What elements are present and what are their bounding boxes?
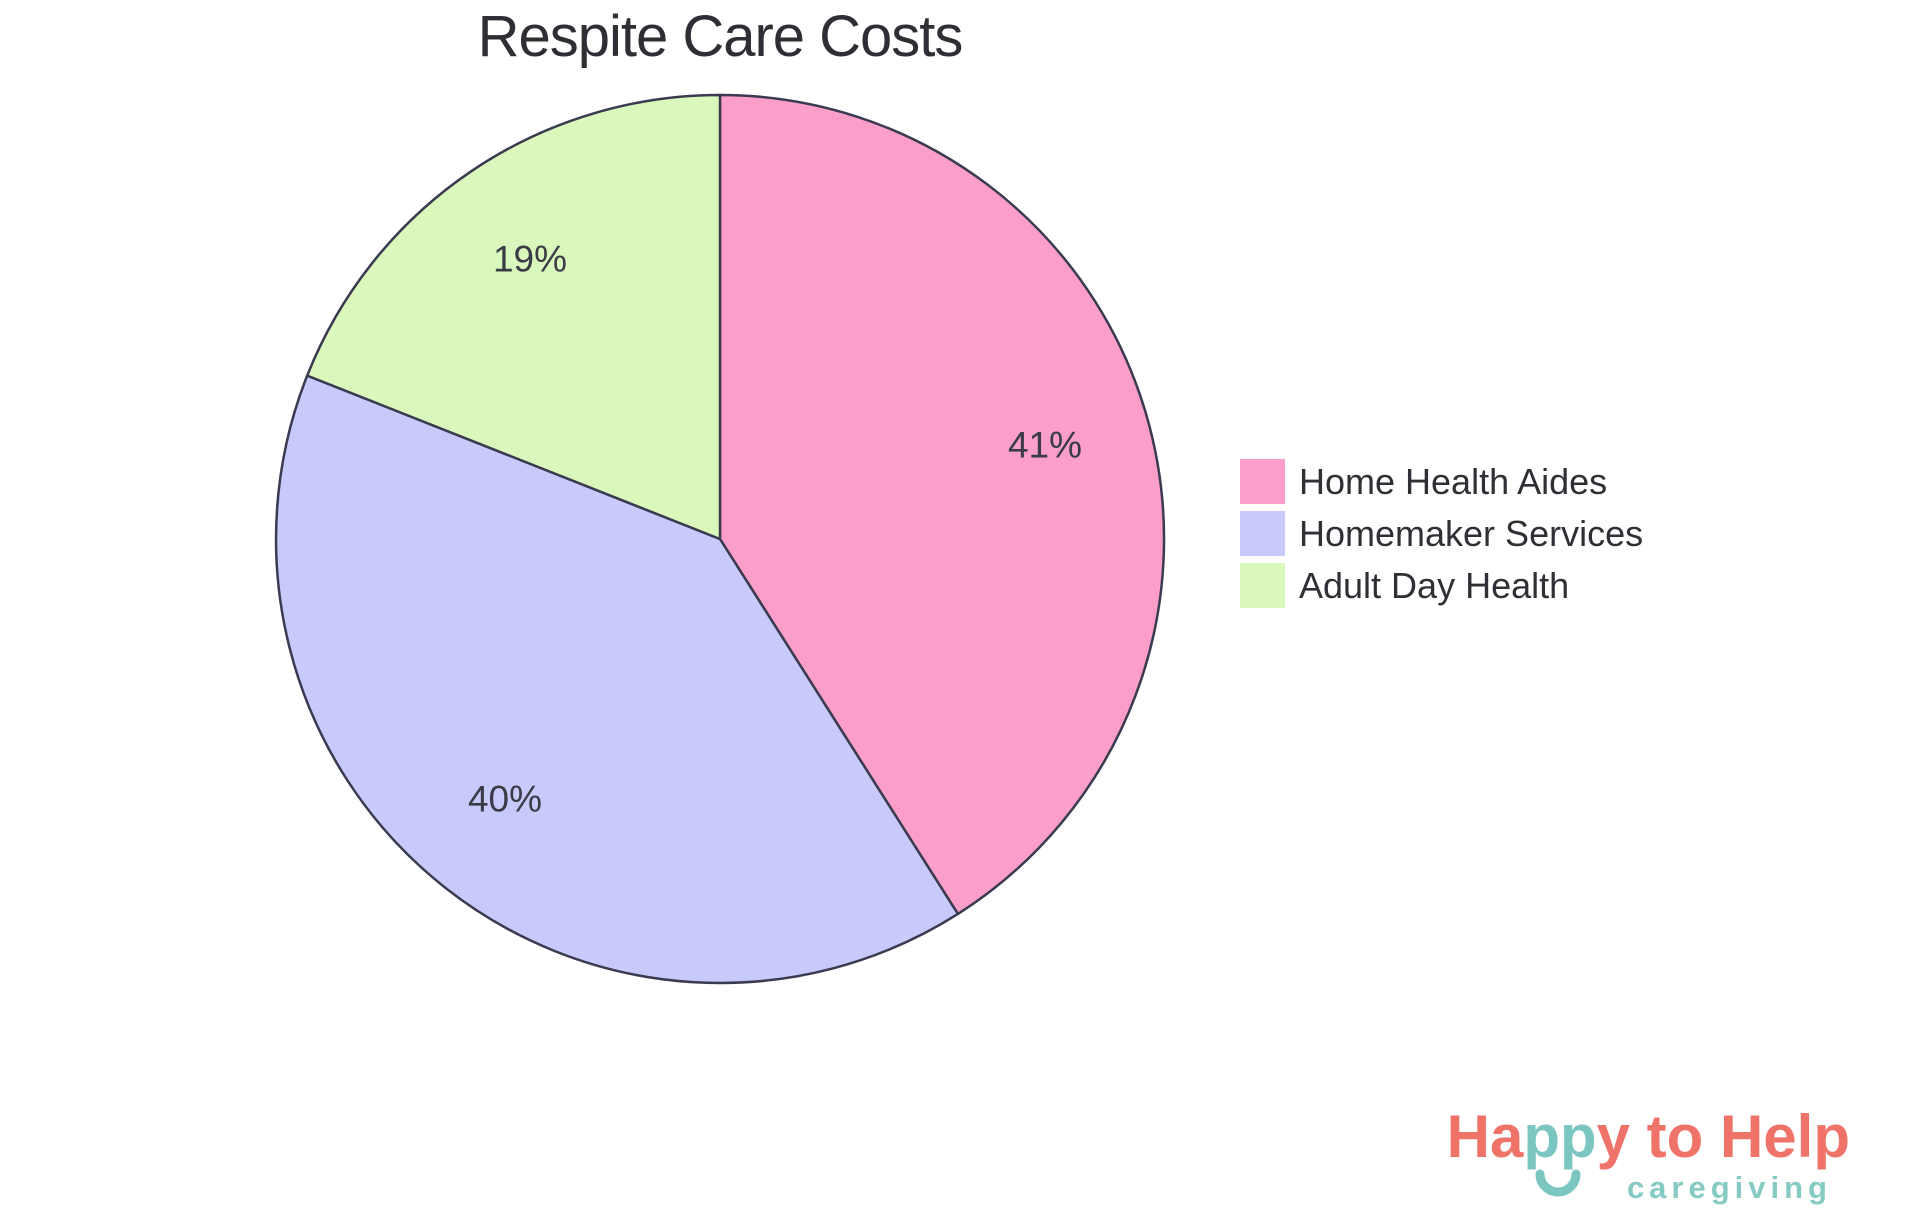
brand-tagline: caregiving bbox=[1626, 1170, 1832, 1205]
legend-label-home-health-aides: Home Health Aides bbox=[1299, 460, 1608, 502]
smile-icon bbox=[1535, 1169, 1581, 1197]
legend-swatch-adult-day-health bbox=[1240, 563, 1285, 608]
legend-item-home-health-aides: Home Health Aides bbox=[1240, 459, 1643, 504]
brand-text-segment: y to Help bbox=[1596, 1103, 1850, 1170]
legend-item-adult-day-health: Adult Day Health bbox=[1240, 563, 1643, 608]
brand-text-segment: pp bbox=[1523, 1103, 1597, 1170]
pie-slice-adult-day-health bbox=[305, 93, 722, 541]
legend-swatch-home-health-aides bbox=[1240, 459, 1285, 504]
legend: Home Health Aides Homemaker Services Adu… bbox=[1240, 459, 1643, 608]
pie-slice-homemaker-services bbox=[274, 373, 960, 985]
legend-label-adult-day-health: Adult Day Health bbox=[1299, 564, 1570, 606]
slice-label-home-health-aides: 41% bbox=[1008, 425, 1082, 466]
legend-label-homemaker-services: Homemaker Services bbox=[1299, 512, 1644, 554]
brand-pp-with-smile: pp bbox=[1523, 1107, 1597, 1197]
legend-swatch-homemaker-services bbox=[1240, 511, 1285, 556]
slice-label-homemaker-services: 40% bbox=[468, 779, 542, 820]
brand-text-segment: Ha bbox=[1446, 1103, 1524, 1170]
brand-logo: Happ y to Help caregiving bbox=[1447, 1107, 1850, 1205]
chart-title: Respite Care Costs bbox=[477, 4, 964, 69]
slice-label-adult-day-health: 19% bbox=[493, 239, 567, 280]
pie-slice-home-health-aides bbox=[718, 93, 1166, 916]
brand-name: Happ y to Help bbox=[1447, 1107, 1850, 1197]
legend-item-homemaker-services: Homemaker Services bbox=[1240, 511, 1643, 556]
